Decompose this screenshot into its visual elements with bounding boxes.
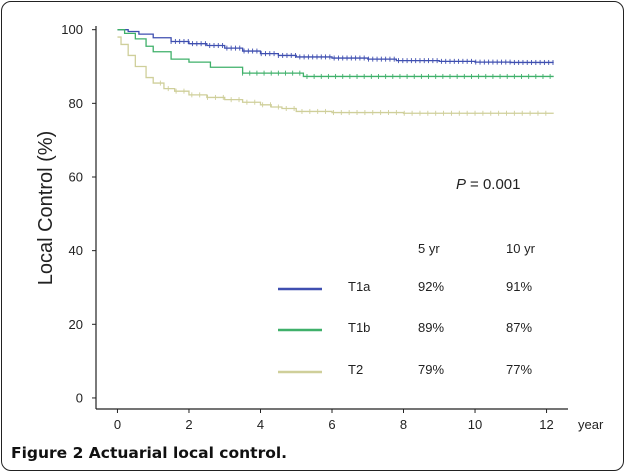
legend-label-t1a: T1a bbox=[348, 279, 371, 294]
x-tick-label: 12 bbox=[539, 417, 553, 432]
x-tick-label: 2 bbox=[185, 417, 192, 432]
x-tick-label: 8 bbox=[400, 417, 407, 432]
value-5yr-t1a: 92% bbox=[418, 279, 444, 294]
x-tick-label: 4 bbox=[257, 417, 264, 432]
y-tick-label: 100 bbox=[61, 22, 83, 37]
p-symbol: P bbox=[456, 176, 466, 193]
value-5yr-t2: 79% bbox=[418, 362, 444, 377]
legend-label-t1b: T1b bbox=[348, 320, 370, 335]
series-curve-t1a bbox=[117, 29, 554, 64]
x-axis-label: year bbox=[578, 417, 604, 432]
y-tick-label: 80 bbox=[69, 96, 83, 111]
x-tick-label: 6 bbox=[328, 417, 335, 432]
y-tick-label: 20 bbox=[69, 317, 83, 332]
y-tick-label: 0 bbox=[76, 390, 83, 405]
value-10yr-t1a: 91% bbox=[506, 279, 532, 294]
table-header-5yr: 5 yr bbox=[418, 241, 440, 256]
value-5yr-t1b: 89% bbox=[418, 320, 444, 335]
table-header-10yr: 10 yr bbox=[506, 241, 536, 256]
series-curve-t2 bbox=[117, 36, 554, 114]
y-tick-label: 60 bbox=[69, 169, 83, 184]
y-axis-label: Local Control (%) bbox=[35, 131, 57, 286]
series-curve-t1b bbox=[117, 29, 554, 78]
x-tick-label: 10 bbox=[468, 417, 482, 432]
x-tick-label: 0 bbox=[114, 417, 121, 432]
legend-label-t2: T2 bbox=[348, 362, 363, 377]
value-10yr-t1b: 87% bbox=[506, 320, 532, 335]
y-tick-label: 40 bbox=[69, 243, 83, 258]
value-10yr-t2: 77% bbox=[506, 362, 532, 377]
p-value: = 0.001 bbox=[470, 176, 520, 193]
figure-caption: Figure 2 Actuarial local control. bbox=[11, 444, 288, 462]
p-value-label: P = 0.001 bbox=[456, 176, 520, 193]
